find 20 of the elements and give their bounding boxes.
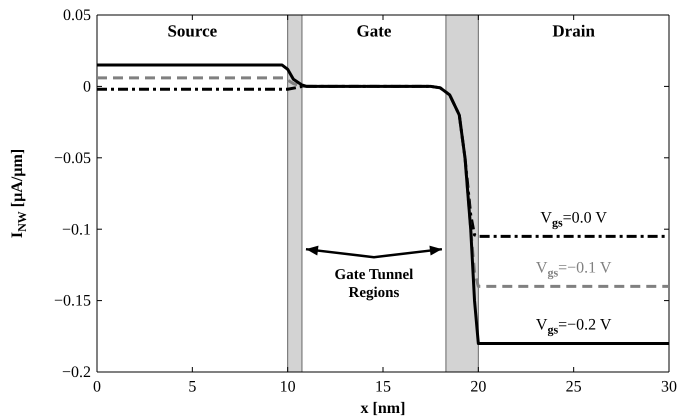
x-axis-title: x [nm] (360, 400, 406, 417)
series-label: V$_{gs}$=0.0 V (540, 209, 608, 230)
x-tick-label: 5 (188, 378, 196, 396)
annotation: Gate (356, 21, 392, 40)
y-tick-label: −0.05 (54, 150, 91, 167)
x-tick-label: 10 (280, 378, 296, 396)
x-tick-label: 30 (661, 378, 677, 396)
y-tick-label: −0.1 (62, 221, 91, 238)
x-tick-label: 20 (470, 378, 486, 396)
x-tick-label: 25 (566, 378, 582, 396)
annotation: Source (167, 21, 218, 40)
y-tick-label: 0 (83, 78, 91, 96)
y-tick-label: −0.2 (62, 364, 91, 382)
y-tick-label: −0.15 (54, 292, 91, 310)
series-label: V$_{gs}$=−0.1 V (536, 259, 612, 280)
y-tick-label: 0.05 (63, 7, 91, 24)
annotation: Drain (552, 21, 596, 40)
series-label: V$_{gs}$=−0.2 V (536, 316, 612, 337)
x-tick-label: 15 (375, 378, 391, 396)
annotation: Gate Tunnel Regions (334, 267, 414, 302)
